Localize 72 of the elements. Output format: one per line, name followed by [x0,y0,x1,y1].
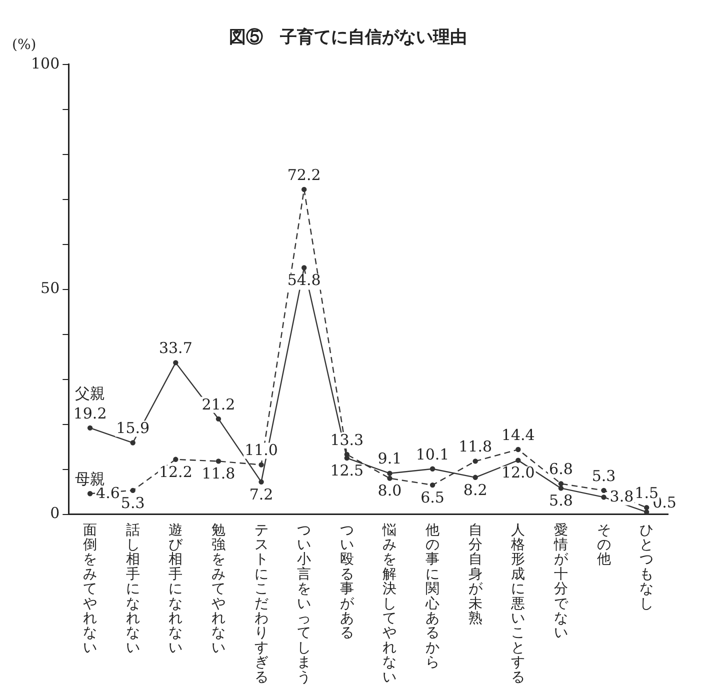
category-label: 悩みを解決してやれない [382,522,397,686]
point [558,481,564,486]
point [387,470,392,476]
data-label: 10.1 [416,445,450,464]
data-label: 6.8 [549,460,573,478]
category-label: 勉強をみてやれない [211,522,226,656]
data-label: 11.8 [458,438,492,456]
data-label: 8.2 [463,480,488,499]
category-label: テストにこだわりすぎる [254,522,268,686]
point [516,458,521,463]
point [130,440,136,446]
data-label: 21.2 [202,395,236,414]
y-tick-label: 0 [50,504,60,522]
category-label: 他の事に関心あるから [426,522,440,671]
point [258,479,264,485]
point [644,509,650,514]
point [601,488,606,494]
category-label: つい小言をいってしまう [297,522,312,686]
data-label: 6.5 [420,488,444,506]
point [130,488,136,494]
point [301,186,307,192]
x-tick-label: 自分自身が未熟 [468,522,484,626]
point [87,425,93,431]
series-label: 父親 [75,384,106,402]
data-label: 33.7 [158,339,192,358]
data-label: 19.2 [73,404,107,422]
point [601,494,606,500]
chart-title: 図⑤ 子育てに自信がない理由 [229,26,467,48]
data-label: 9.1 [378,450,402,468]
data-label: 12.0 [501,464,535,482]
data-label: 5.3 [592,466,616,485]
data-label: 3.8 [610,488,634,506]
point [558,486,564,491]
point [387,476,392,481]
y-tick-label: 50 [40,279,60,298]
data-label: 8.0 [378,482,402,500]
category-label: 人格形成に悪いことする [511,522,526,686]
point [173,360,178,366]
y-axis-title: (%) [12,37,36,54]
data-label: 14.4 [501,426,535,444]
category-label: 面倒をみてやれない [83,522,98,656]
point [516,446,521,452]
data-label: 13.3 [330,430,364,449]
data-label: 11.0 [244,441,278,460]
data-label: 5.8 [549,492,573,510]
data-label: 5.3 [120,494,145,512]
data-label: 72.2 [287,166,321,184]
data-label: 11.8 [202,464,236,483]
point [87,491,93,496]
point [472,458,478,464]
data-label: 15.9 [116,419,150,438]
category-label: 話し相手になれない [126,522,140,656]
point [216,416,222,422]
x-tick-label: ひとつもなし [640,522,654,612]
point [301,265,307,270]
data-label: 12.5 [330,461,364,480]
data-label: 12.2 [158,462,192,481]
point [430,482,436,488]
category-label: 遊び相手になれない [168,522,183,656]
point [472,474,478,480]
x-tick-label: 愛情が十分でない [552,522,569,642]
data-label: 7.2 [249,485,274,504]
x-tick-label: その他 [596,522,611,568]
point [216,458,222,464]
data-label: 54.8 [287,271,321,290]
x-tick-label: つい殴る事がある [340,522,355,642]
series-label: 母親 [75,470,106,488]
point [430,466,436,472]
y-tick-label: 100 [30,54,60,72]
point [258,462,264,468]
point [644,504,650,510]
point [173,456,178,462]
